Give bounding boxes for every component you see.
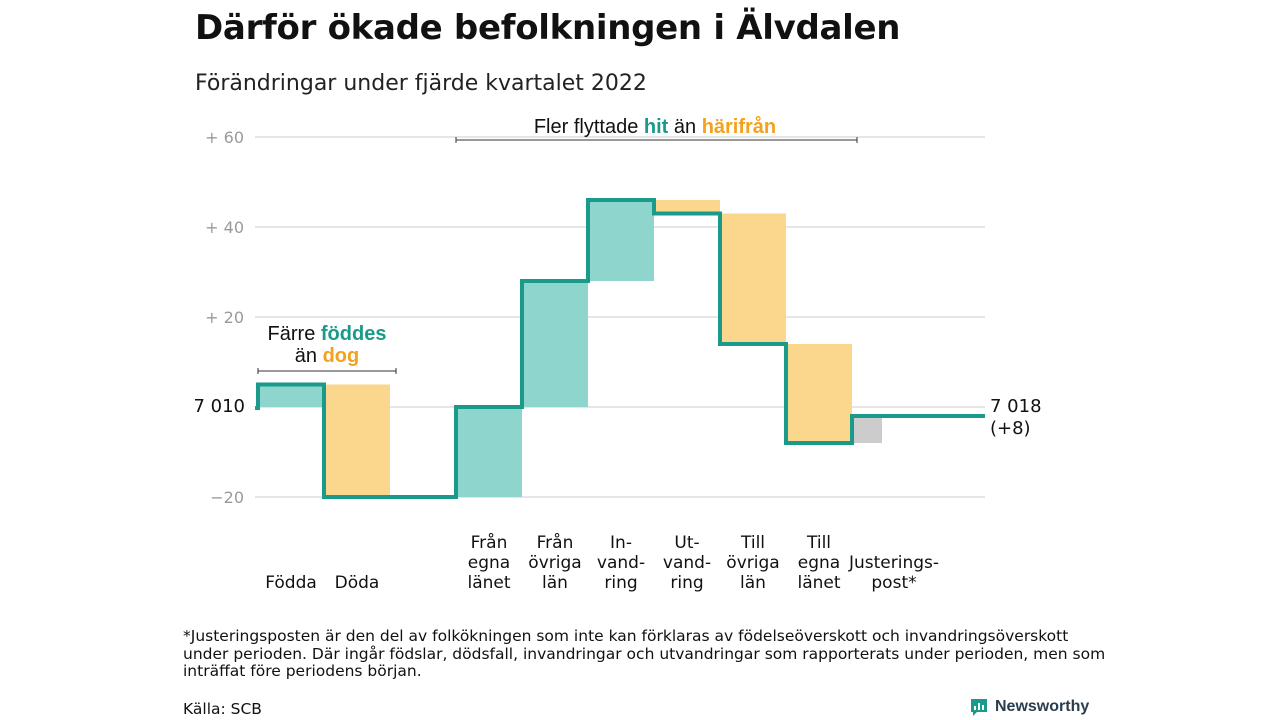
category-label-4-1: vand-	[597, 553, 645, 573]
chart-labels: + 60 + 40 + 20 −20 7 010 7 018(+8) Födda Döda Fr…	[193, 115, 1041, 593]
bar-0	[260, 384, 324, 407]
category-label-1-0: Döda	[335, 573, 380, 593]
end-value-label: 7 018	[990, 396, 1042, 417]
category-label-2-1: egna	[468, 553, 510, 573]
bar-4	[590, 200, 654, 281]
category-label-2-0: Från	[471, 532, 508, 553]
waterfall-chart: + 60 + 40 + 20 −20 7 010 7 018(+8) Födda Döda Fr…	[193, 115, 1041, 593]
bar-3	[524, 281, 588, 407]
category-label-5-2: ring	[670, 573, 703, 593]
bar-1	[326, 384, 390, 497]
footnote: *Justeringsposten är den del av folkökni…	[183, 627, 1106, 680]
bars	[260, 200, 882, 497]
category-label-2-2: länet	[467, 573, 510, 593]
brand-logo: Newsworthy	[969, 697, 1089, 717]
category-label-5-0: Ut-	[674, 533, 699, 553]
bar-6	[722, 213, 786, 344]
chart-title: Därför ökade befolkningen i Älvdalen	[195, 8, 901, 48]
category-label-3-0: Från	[537, 532, 574, 553]
bar-8	[854, 416, 882, 443]
y-tick-label-0: + 60	[205, 128, 244, 147]
category-label-3-1: övriga	[528, 553, 581, 573]
bar-7	[788, 344, 852, 443]
annotation-0-line1: Färre föddes	[268, 323, 387, 345]
category-label-4-2: ring	[604, 573, 637, 593]
category-label-8-0: Justerings-	[848, 553, 939, 573]
y-tick-label-2: + 20	[205, 308, 244, 327]
bar-5	[656, 200, 720, 214]
end-change-label: (+8)	[990, 418, 1031, 439]
y-tick-label-4: −20	[210, 488, 244, 507]
category-label-7-2: länet	[797, 573, 840, 593]
category-label-7-1: egna	[798, 553, 840, 573]
category-label-7-0: Till	[806, 533, 831, 553]
newsworthy-icon	[971, 699, 987, 716]
chart-subtitle: Förändringar under fjärde kvartalet 2022	[195, 71, 647, 96]
brand-name: Newsworthy	[995, 698, 1090, 715]
category-label-5-1: vand-	[663, 553, 711, 573]
bar-2	[458, 407, 522, 497]
category-label-3-2: län	[542, 573, 568, 593]
category-label-8-1: post*	[871, 573, 916, 593]
source-note: Källa: SCB	[183, 700, 262, 718]
category-label-6-2: län	[740, 573, 766, 593]
category-label-4-0: In-	[610, 533, 632, 553]
step-line-path	[255, 198, 985, 499]
category-label-6-0: Till	[740, 533, 765, 553]
step-line	[255, 198, 985, 499]
category-label-0-0: Födda	[265, 573, 317, 593]
category-label-6-1: övriga	[726, 553, 779, 573]
start-value-label: 7 010	[193, 396, 245, 417]
annotation-0-line2: än dog	[295, 345, 359, 367]
annotation-1: Fler flyttade hit än härifrån	[534, 115, 776, 138]
y-tick-label-1: + 40	[205, 218, 244, 237]
